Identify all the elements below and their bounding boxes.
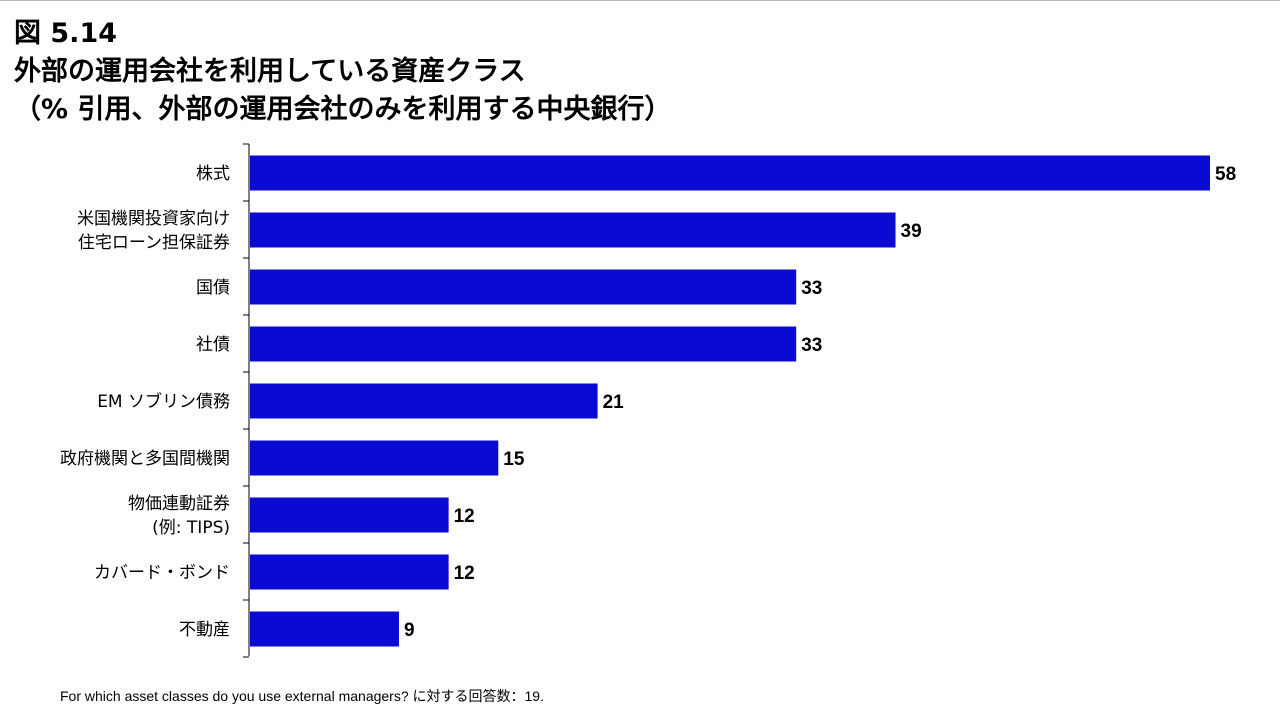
bar [250,326,797,362]
data-label: 39 [901,221,922,242]
bar [250,497,449,533]
bar [250,554,449,590]
data-label: 58 [1215,164,1236,185]
bar [250,269,797,305]
data-label: 12 [454,563,475,584]
bar [250,155,1210,191]
bar [250,440,499,476]
bar [250,383,598,419]
chart-title-line1: 外部の運用会社を利用している資産クラス [14,56,526,87]
category-label: EM ソブリン債務 [97,391,230,412]
data-label: 33 [801,335,822,356]
bar [250,212,896,248]
data-label: 33 [801,278,822,299]
figure-number: 図 5.14 [14,18,118,49]
data-label: 15 [503,449,525,470]
category-label: 物価連動証券 [128,494,230,514]
category-label: 住宅ローン担保証券 [78,233,230,253]
category-label: 国債 [196,278,230,298]
data-label: 12 [454,506,475,527]
category-label: 米国機関投資家向け [77,209,230,229]
data-label: 21 [603,392,625,413]
bar [250,611,399,647]
category-label: カバード・ボンド [94,563,230,583]
category-label: 不動産 [179,620,230,640]
category-label: 株式 [196,164,230,184]
chart-title-line2: （% 引用、外部の運用会社のみを利用する中央銀行） [14,94,672,125]
category-label: 政府機関と多国間機関 [60,449,230,469]
category-label: (例: TIPS) [152,518,230,538]
data-label: 9 [404,620,415,641]
footnote: For which asset classes do you use exter… [60,688,544,704]
top-rule [0,0,1280,1]
category-label: 社債 [196,335,230,355]
